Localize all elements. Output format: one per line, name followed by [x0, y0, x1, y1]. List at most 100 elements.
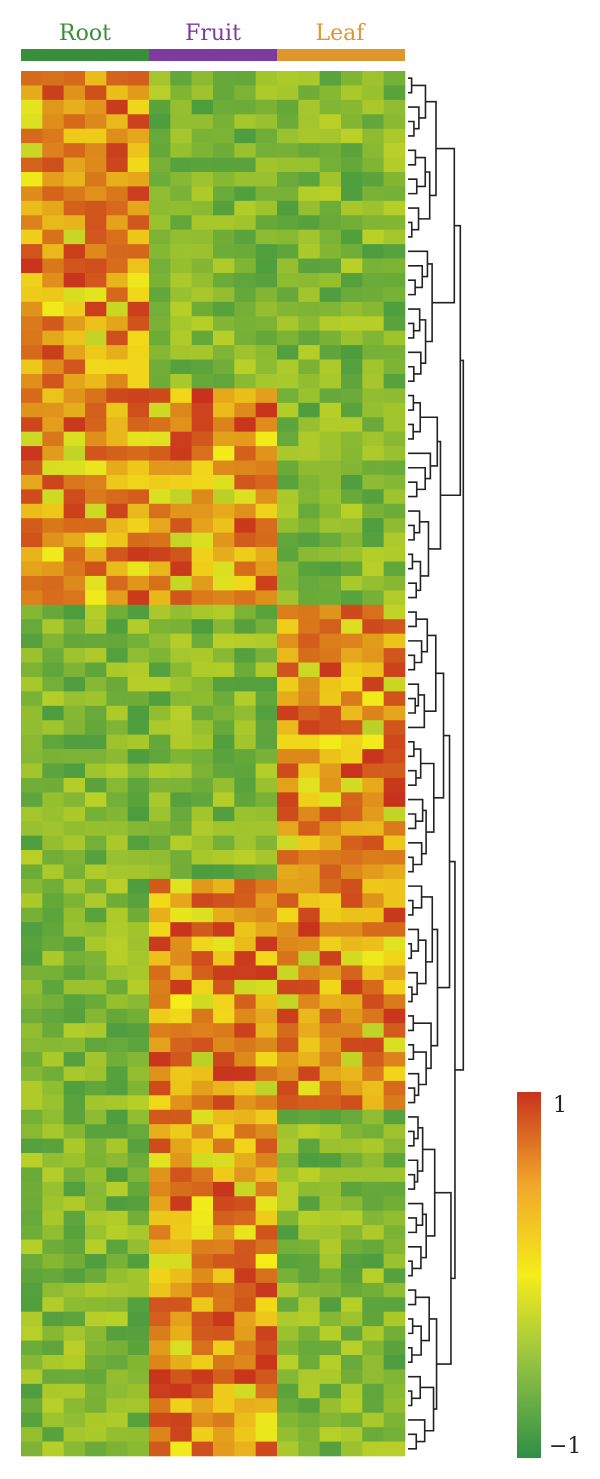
heatmap-cell	[234, 1412, 256, 1428]
heatmap-cell	[341, 575, 363, 591]
heatmap-cell	[191, 1225, 214, 1240]
heatmap-cell	[127, 1153, 150, 1168]
heatmap-cell	[63, 821, 86, 836]
heatmap-cell	[255, 532, 278, 548]
heatmap-cell	[21, 518, 43, 533]
heatmap-cell	[341, 1196, 363, 1212]
heatmap-cell	[255, 1023, 278, 1038]
heatmap-cell	[383, 1239, 406, 1255]
heatmap-cell	[191, 301, 214, 317]
heatmap-cell	[213, 431, 235, 447]
heatmap-cell	[213, 85, 235, 101]
heatmap-cell	[234, 474, 256, 490]
group-bar-leaf	[277, 49, 405, 61]
dendrogram-branch	[408, 694, 426, 729]
heatmap-cell	[106, 143, 128, 158]
heatmap-cell	[170, 763, 192, 779]
heatmap-cell	[127, 532, 150, 548]
heatmap-cell	[383, 864, 406, 880]
heatmap-cell	[234, 1066, 256, 1082]
heatmap-cell	[85, 244, 107, 259]
heatmap-cell	[213, 936, 235, 952]
heatmap-cell	[255, 1268, 278, 1284]
heatmap-cell	[319, 272, 342, 288]
dendrogram-branch	[413, 748, 422, 779]
heatmap-cell	[362, 330, 384, 346]
heatmap-cell	[319, 590, 342, 606]
heatmap-cell	[149, 633, 171, 649]
heatmap-cell	[298, 157, 320, 173]
dendrogram-branch	[428, 440, 442, 550]
heatmap-cell	[362, 1052, 384, 1067]
heatmap-cell	[298, 1037, 320, 1053]
group-header: Root Fruit Leaf	[21, 21, 405, 61]
heatmap-cell	[255, 186, 278, 202]
heatmap-cell	[298, 1340, 320, 1356]
heatmap-cell	[234, 691, 256, 707]
heatmap-cell	[42, 864, 64, 880]
heatmap-cell	[106, 330, 128, 346]
heatmap-cell	[298, 532, 320, 548]
heatmap-cell	[170, 1023, 192, 1038]
dendrogram-branch	[408, 582, 418, 599]
heatmap-cell	[319, 821, 342, 836]
heatmap-cell	[298, 1441, 320, 1457]
heatmap-cell	[277, 128, 299, 144]
heatmap-cell	[85, 676, 107, 692]
heatmap-cell	[127, 489, 150, 505]
heatmap-cell	[21, 590, 43, 606]
heatmap-cell	[383, 301, 406, 317]
heatmap-cell	[85, 301, 107, 317]
heatmap-cell	[213, 604, 235, 620]
heatmap-cell	[319, 1037, 342, 1053]
heatmap-cell	[85, 821, 107, 836]
heatmap-cell	[213, 1181, 235, 1197]
heatmap-cell	[85, 1124, 107, 1139]
heatmap-cell	[21, 258, 43, 274]
heatmap-cell	[63, 128, 86, 144]
heatmap-cell	[319, 143, 342, 158]
heatmap-cell	[383, 907, 406, 923]
heatmap-cell	[21, 806, 43, 822]
heatmap-cell	[149, 1369, 171, 1385]
heatmap-cell	[106, 951, 128, 966]
heatmap-cell	[63, 878, 86, 894]
heatmap-cell	[106, 734, 128, 750]
heatmap-cell	[341, 619, 363, 634]
heatmap-cell	[341, 604, 363, 620]
heatmap-cell	[277, 864, 299, 880]
heatmap-cell	[213, 1109, 235, 1125]
heatmap-cell	[213, 272, 235, 288]
heatmap-cell	[298, 1369, 320, 1385]
heatmap-cell	[191, 1210, 214, 1226]
heatmap-cell	[106, 1297, 128, 1313]
heatmap-cell	[42, 561, 64, 577]
heatmap-cell	[149, 590, 171, 606]
heatmap-cell	[319, 474, 342, 490]
heatmap-cell	[298, 489, 320, 505]
heatmap-cell	[63, 1008, 86, 1024]
heatmap-cell	[63, 1037, 86, 1053]
heatmap-cell	[42, 71, 64, 86]
heatmap-cell	[319, 1427, 342, 1442]
heatmap-cell	[277, 850, 299, 865]
heatmap-cell	[191, 547, 214, 562]
heatmap-cell	[383, 157, 406, 173]
heatmap-cell	[149, 446, 171, 461]
heatmap-cell	[170, 244, 192, 259]
heatmap-cell	[106, 446, 128, 461]
heatmap-cell	[85, 705, 107, 721]
heatmap-cell	[106, 85, 128, 101]
heatmap-cell	[106, 244, 128, 259]
dendrogram-branch	[408, 279, 416, 296]
heatmap-cell	[42, 1369, 64, 1385]
heatmap-cell	[298, 1282, 320, 1298]
heatmap-cell	[213, 749, 235, 764]
heatmap-cell	[255, 864, 278, 880]
heatmap-cell	[42, 850, 64, 865]
heatmap-cell	[191, 1181, 214, 1197]
heatmap-cell	[234, 1326, 256, 1341]
heatmap-cell	[149, 705, 171, 721]
heatmap-cell	[149, 878, 171, 894]
